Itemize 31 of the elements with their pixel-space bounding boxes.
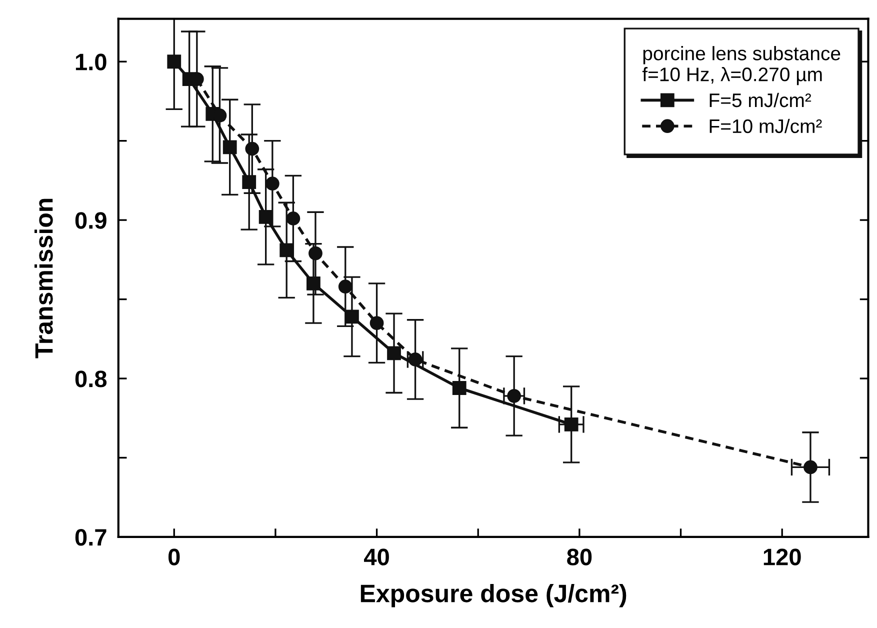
legend-label: F=5 mJ/cm² xyxy=(710,92,812,108)
point xyxy=(222,140,237,154)
point xyxy=(242,175,256,189)
point xyxy=(452,381,466,395)
point xyxy=(258,210,273,224)
point xyxy=(167,54,182,69)
x-tick-label: 120 xyxy=(764,548,801,566)
x-tick-label: 40 xyxy=(364,548,389,566)
point xyxy=(308,246,322,260)
point xyxy=(245,142,260,156)
x-tick-label: 0 xyxy=(168,548,180,566)
y-tick-label: 0.9 xyxy=(75,212,106,229)
y-tick-label: 1.0 xyxy=(76,54,106,70)
point xyxy=(507,388,522,403)
legend-title: porcine lens substance f=10 Hz, λ=0.270 µm xyxy=(642,46,840,86)
point xyxy=(265,176,280,191)
point xyxy=(280,243,294,258)
legend-label: F=10 mJ/cm² xyxy=(710,118,822,134)
x-tick-label: 80 xyxy=(567,548,592,566)
point xyxy=(306,276,320,290)
y-tick-label: 0.7 xyxy=(75,529,106,546)
point xyxy=(345,310,359,324)
point xyxy=(338,280,352,294)
x-axis-title: Exposure dose (J/cm²) xyxy=(360,584,626,608)
y-axis-title: Transmission xyxy=(34,198,53,358)
y-tick-label: 0.8 xyxy=(75,370,107,388)
point xyxy=(387,346,401,360)
point xyxy=(286,212,300,226)
point xyxy=(564,418,578,432)
point xyxy=(370,316,384,330)
point xyxy=(804,460,818,474)
